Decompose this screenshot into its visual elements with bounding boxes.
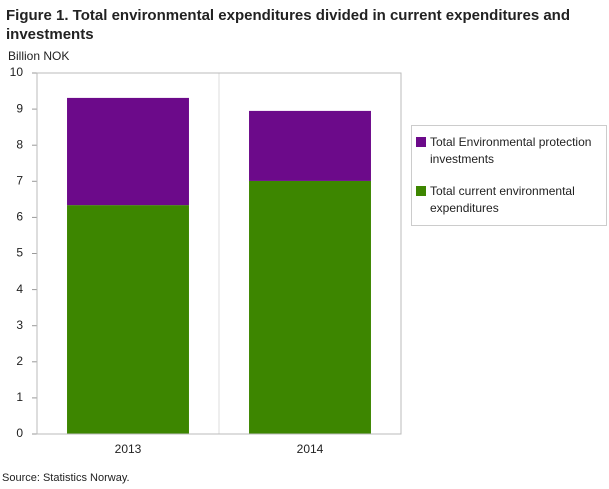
y-tick-label: 2 bbox=[16, 354, 23, 368]
chart-title: Figure 1. Total environmental expenditur… bbox=[6, 7, 571, 43]
x-tick-label: 2014 bbox=[297, 442, 324, 456]
y-tick-label: 3 bbox=[16, 318, 23, 332]
bar-segment bbox=[249, 180, 371, 434]
y-axis-label: Billion NOK bbox=[8, 49, 70, 63]
legend-item: Total Environmental protection investmen… bbox=[416, 134, 602, 168]
bar-segment bbox=[249, 110, 371, 181]
legend-item: Total current environmental expenditures bbox=[416, 183, 602, 217]
legend-swatch bbox=[416, 137, 426, 147]
y-tick-label: 10 bbox=[10, 65, 24, 79]
y-tick-label: 5 bbox=[16, 246, 23, 260]
x-tick-label: 2013 bbox=[115, 442, 142, 456]
legend-swatch bbox=[416, 186, 426, 196]
y-tick-label: 8 bbox=[16, 137, 23, 151]
legend: Total Environmental protection investmen… bbox=[411, 125, 607, 226]
bar-segment bbox=[67, 205, 189, 434]
y-tick-label: 4 bbox=[16, 282, 23, 296]
y-tick-label: 9 bbox=[16, 101, 23, 115]
y-tick-label: 0 bbox=[16, 426, 23, 440]
plot-frame bbox=[36, 72, 402, 435]
bar-segment bbox=[67, 97, 189, 206]
legend-label: Total Environmental protection investmen… bbox=[430, 135, 592, 166]
y-tick-label: 6 bbox=[16, 210, 23, 224]
y-tick-label: 7 bbox=[16, 173, 23, 187]
source: Source: Statistics Norway. bbox=[2, 472, 130, 484]
y-tick-label: 1 bbox=[16, 390, 23, 404]
legend-label: Total current environmental expenditures bbox=[430, 184, 575, 215]
